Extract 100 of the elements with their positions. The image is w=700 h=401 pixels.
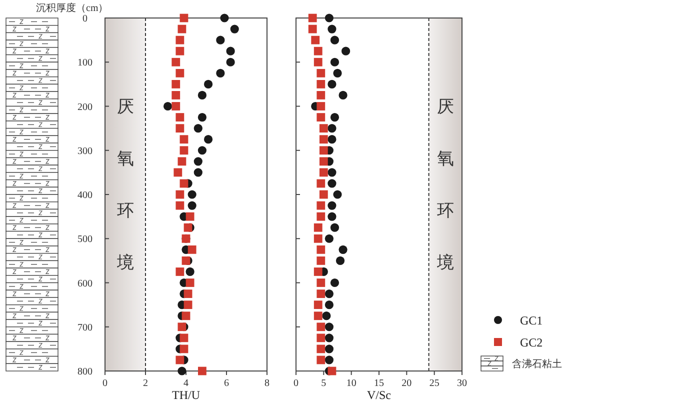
point: [198, 90, 206, 100]
point: [328, 24, 336, 34]
point: [186, 212, 194, 221]
point: [188, 190, 196, 199]
point: [328, 201, 336, 210]
point: [316, 113, 326, 122]
point: [188, 201, 196, 210]
point: [328, 179, 336, 188]
point: [316, 322, 326, 332]
text: 厌氧环境: [116, 97, 134, 272]
point: [328, 135, 336, 144]
point: [178, 157, 186, 166]
point: [176, 268, 184, 276]
point: [319, 190, 328, 199]
point: [319, 124, 328, 133]
y-tick-label: 800: [78, 366, 92, 378]
point: [328, 124, 336, 133]
point: [176, 46, 184, 56]
y-tick-label: 0: [82, 14, 88, 24]
point: [316, 334, 326, 342]
point: [322, 312, 331, 320]
legend-label: GC1: [520, 314, 543, 328]
point: [316, 91, 326, 100]
x-tick-label: 6: [224, 378, 229, 389]
point: [176, 356, 184, 364]
point: [316, 102, 326, 110]
point: [316, 356, 326, 364]
point: [330, 58, 340, 66]
point: [314, 223, 322, 232]
point: [180, 146, 188, 155]
point: [324, 356, 334, 364]
point: [216, 68, 225, 78]
point: [194, 157, 202, 166]
point: [324, 322, 334, 332]
legend-label: GC2: [520, 336, 543, 350]
point: [316, 245, 326, 254]
point: [328, 366, 336, 376]
y-axis-title: 沉积厚度（cm）: [36, 2, 108, 14]
y-tick-label: 400: [78, 190, 92, 201]
point: [163, 102, 172, 111]
y-tick-label: 300: [78, 146, 92, 157]
point: [311, 36, 320, 44]
point: [333, 68, 342, 78]
x-axis-title: V/Sc: [367, 388, 391, 401]
point: [194, 168, 202, 177]
y-tick-label: 600: [78, 278, 92, 290]
point: [198, 112, 206, 122]
point: [316, 201, 326, 210]
point: [180, 135, 188, 144]
text: 含沸石粘土: [512, 358, 562, 370]
y-tick-label: 200: [78, 102, 92, 113]
point: [314, 46, 322, 56]
point: [178, 366, 186, 376]
point: [184, 300, 192, 310]
point: [319, 168, 328, 177]
point: [186, 267, 194, 276]
point: [176, 124, 184, 133]
point: [180, 344, 188, 354]
point: [176, 68, 184, 78]
x-tick-label: 8: [264, 378, 270, 389]
point: [316, 80, 326, 88]
point: [204, 80, 213, 88]
x-tick-label: 5: [321, 378, 326, 389]
point: [220, 14, 229, 22]
point: [324, 344, 334, 354]
point: [324, 14, 334, 22]
point: [328, 168, 336, 177]
point: [342, 46, 350, 56]
point: [172, 91, 180, 100]
point: [319, 146, 328, 155]
point: [330, 223, 340, 232]
point: [204, 135, 213, 144]
x-tick-label: 10: [346, 378, 356, 389]
point: [316, 68, 326, 78]
point: [316, 344, 326, 354]
point: [182, 312, 190, 320]
point: [172, 80, 180, 88]
point: [176, 113, 184, 122]
point: [338, 90, 348, 100]
point: [180, 179, 188, 188]
point: [180, 334, 188, 342]
point: [319, 135, 328, 144]
point: [216, 36, 225, 44]
point: [176, 201, 184, 210]
point: [186, 278, 194, 287]
point: [314, 312, 322, 320]
point: [172, 102, 180, 110]
point: [194, 124, 202, 133]
point: [316, 256, 326, 265]
point: [316, 290, 326, 298]
point: [330, 112, 340, 122]
point: [338, 245, 348, 254]
y-tick-label: 100: [78, 58, 92, 69]
x-tick-label: 4: [184, 378, 188, 389]
point: [176, 36, 184, 44]
y-tick-label: 700: [78, 322, 92, 334]
point: [198, 146, 206, 155]
x-tick-label: 0: [102, 378, 108, 389]
x-tick-label: 0: [294, 378, 298, 389]
point: [330, 36, 340, 44]
